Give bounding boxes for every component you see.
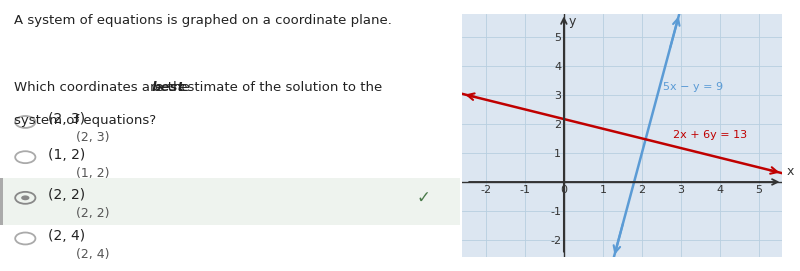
Text: (2, 4): (2, 4) — [76, 248, 110, 261]
Text: (1, 2): (1, 2) — [76, 167, 110, 180]
Text: (2, 2): (2, 2) — [48, 188, 86, 202]
Text: (2, 3): (2, 3) — [76, 131, 110, 144]
Text: (1, 2): (1, 2) — [48, 148, 86, 162]
Text: best: best — [151, 81, 184, 94]
Circle shape — [21, 195, 30, 200]
Text: (2, 3): (2, 3) — [48, 112, 86, 127]
Text: system of equations?: system of equations? — [14, 114, 156, 127]
FancyBboxPatch shape — [0, 178, 2, 225]
Text: (2, 4): (2, 4) — [48, 229, 86, 243]
Text: 2x + 6y = 13: 2x + 6y = 13 — [673, 130, 747, 140]
Text: A system of equations is graphed on a coordinate plane.: A system of equations is graphed on a co… — [14, 14, 392, 27]
Text: (2, 2): (2, 2) — [76, 207, 110, 220]
Text: ✓: ✓ — [416, 189, 430, 207]
Text: x: x — [786, 166, 794, 179]
Text: Which coordinates are the: Which coordinates are the — [14, 81, 194, 94]
Text: y: y — [569, 15, 576, 28]
Text: estimate of the solution to the: estimate of the solution to the — [175, 81, 382, 94]
FancyBboxPatch shape — [0, 178, 460, 225]
Text: 5x − y = 9: 5x − y = 9 — [663, 82, 723, 92]
